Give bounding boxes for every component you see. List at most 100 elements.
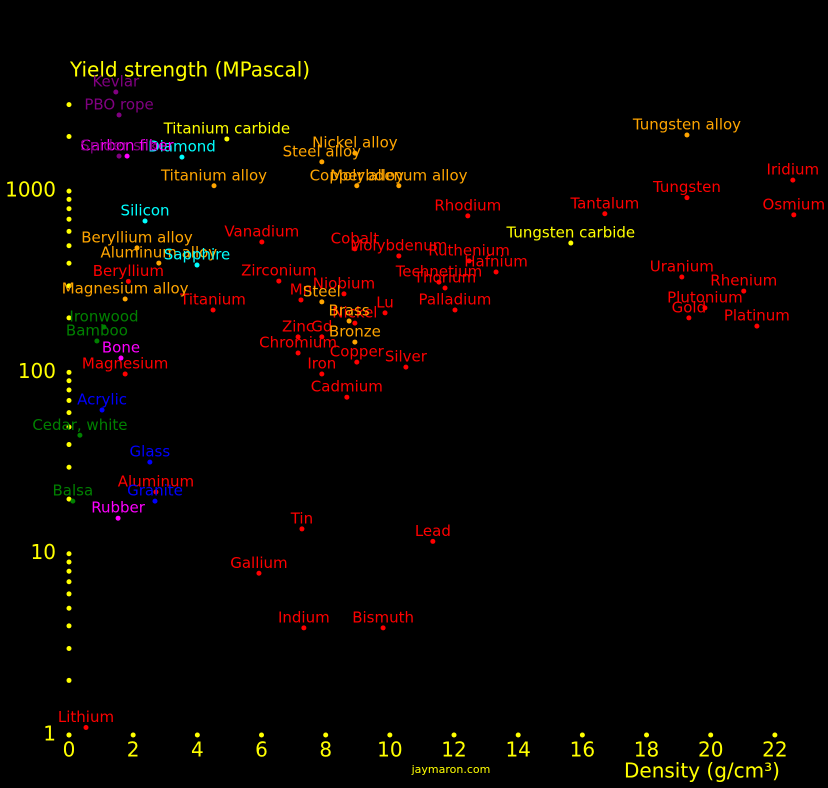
- point: [142, 218, 148, 224]
- point: [352, 339, 358, 345]
- y-minor-tick: [66, 579, 72, 585]
- y-tick-label: 1000: [5, 178, 56, 202]
- point: [99, 407, 105, 413]
- point: [442, 285, 448, 291]
- point: [319, 371, 325, 377]
- y-minor-tick: [66, 410, 72, 416]
- y-tick: [66, 732, 72, 738]
- point-label: Tungsten: [652, 178, 721, 196]
- point: [319, 334, 325, 340]
- point-label: Titanium: [179, 290, 246, 308]
- point: [382, 310, 388, 316]
- point: [493, 269, 499, 275]
- y-tick: [66, 551, 72, 557]
- point-label: Niobium: [313, 274, 375, 292]
- point-label: Granite: [127, 482, 183, 500]
- point-label: Osmium: [763, 195, 826, 213]
- point-label: Steel: [303, 282, 341, 300]
- point-label: Silicon: [121, 202, 170, 220]
- y-minor-tick: [66, 243, 72, 249]
- y-tick-label: 1: [43, 722, 56, 746]
- point: [194, 262, 200, 268]
- point-label: Gd: [311, 317, 332, 335]
- point: [452, 307, 458, 313]
- point-label: Tantalum: [569, 194, 639, 212]
- x-tick-label: 16: [570, 738, 595, 762]
- credit: jaymaron.com: [411, 763, 491, 776]
- point: [153, 489, 159, 495]
- point-label: Cadmium: [311, 378, 383, 396]
- point-label: Balsa: [53, 482, 94, 500]
- point-label: Steel alloy: [283, 142, 361, 160]
- point: [686, 315, 692, 321]
- y-minor-tick: [66, 568, 72, 574]
- y-minor-tick: [66, 378, 72, 384]
- point: [396, 253, 402, 259]
- point-label: Tungsten alloy: [632, 115, 741, 133]
- point-label: Molybdenum alloy: [330, 166, 468, 184]
- point-label: Cobalt: [331, 229, 380, 247]
- y-tick-label: 100: [18, 359, 56, 383]
- point-label: Chromium: [259, 333, 337, 351]
- point-label: Rhodium: [434, 196, 501, 214]
- point: [346, 318, 352, 324]
- point-label: Sapphire: [164, 246, 231, 264]
- y-minor-tick: [66, 397, 72, 403]
- y-minor-tick: [66, 216, 72, 222]
- point-label: Ironwood: [69, 308, 138, 326]
- point: [113, 89, 119, 95]
- x-tick-label: 8: [319, 738, 332, 762]
- point: [568, 240, 574, 246]
- point: [259, 239, 265, 245]
- x-tick: [130, 732, 136, 738]
- x-tick-label: 18: [634, 738, 659, 762]
- point: [101, 324, 107, 330]
- point: [256, 570, 262, 576]
- point: [224, 136, 230, 142]
- point: [702, 305, 708, 311]
- y-minor-tick: [66, 591, 72, 597]
- point: [403, 364, 409, 370]
- point: [754, 323, 760, 329]
- y-minor-tick: [66, 283, 72, 289]
- point-label: Spider silk: [80, 137, 158, 155]
- point-label: Beryllium alloy: [81, 228, 193, 246]
- point: [83, 724, 89, 730]
- point-label: Tin: [290, 509, 313, 527]
- point-label: Magnesium: [82, 355, 169, 373]
- point: [602, 211, 608, 217]
- point-label: Titanium alloy: [160, 166, 267, 184]
- y-minor-tick: [66, 228, 72, 234]
- point-label: Glass: [130, 443, 171, 461]
- y-minor-tick: [66, 646, 72, 652]
- x-tick-label: 0: [63, 738, 76, 762]
- point: [684, 195, 690, 201]
- x-tick-label: 12: [441, 738, 466, 762]
- point: [396, 183, 402, 189]
- point-label: Lu: [376, 293, 394, 311]
- point: [179, 154, 185, 160]
- point-label: Iridium: [767, 161, 820, 179]
- y-minor-tick: [66, 464, 72, 470]
- point-label: Mn: [290, 280, 312, 298]
- x-axis-label: Density (g/cm³): [624, 759, 780, 783]
- point-label: Molybdenum: [350, 236, 447, 254]
- point: [684, 132, 690, 138]
- point-label: Zirconium: [241, 262, 317, 280]
- point: [679, 274, 685, 280]
- point-label: Bismuth: [352, 608, 414, 626]
- point: [118, 355, 124, 361]
- x-tick-label: 6: [255, 738, 268, 762]
- y-minor-tick: [66, 196, 72, 202]
- y-minor-tick: [66, 260, 72, 266]
- x-tick-label: 14: [505, 738, 530, 762]
- point: [319, 299, 325, 305]
- x-tick: [451, 732, 457, 738]
- y-minor-tick: [66, 442, 72, 448]
- point: [116, 112, 122, 118]
- point: [122, 296, 128, 302]
- point: [116, 153, 122, 159]
- point: [147, 459, 153, 465]
- point-label: Rubber: [91, 499, 146, 517]
